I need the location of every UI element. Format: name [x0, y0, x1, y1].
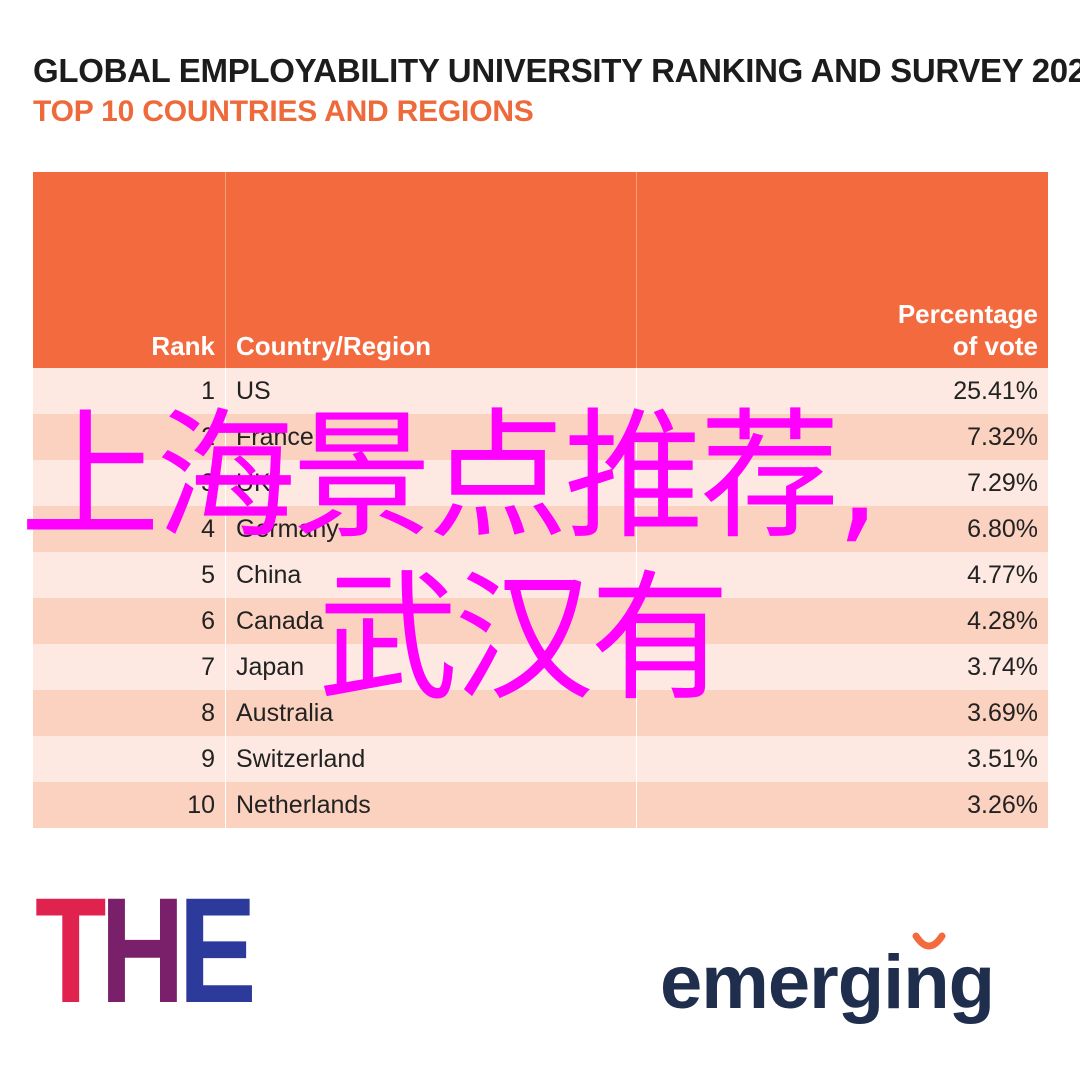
- the-logo-t: T: [35, 866, 106, 1034]
- percentage-cell: 3.74%: [967, 652, 1038, 681]
- percentage-cell: 7.32%: [967, 422, 1038, 451]
- percentage-cell: 6.80%: [967, 514, 1038, 543]
- table-row: 9 Switzerland 3.51%: [33, 736, 1048, 782]
- table-row: 7 Japan 3.74%: [33, 644, 1048, 690]
- ranking-table: Rank Country/Region Percentage of vote 1…: [33, 172, 1048, 828]
- percentage-cell: 3.69%: [967, 698, 1038, 727]
- table-row: 2 France 7.32%: [33, 414, 1048, 460]
- percentage-cell: 7.29%: [967, 468, 1038, 497]
- the-logo-e: E: [178, 866, 256, 1034]
- rank-cell: 7: [33, 644, 226, 690]
- the-logo-h: H: [100, 866, 185, 1034]
- country-cell: Canada: [226, 598, 637, 644]
- table-row: 8 Australia 3.69%: [33, 690, 1048, 736]
- rank-cell: 2: [33, 414, 226, 460]
- rank-cell: 4: [33, 506, 226, 552]
- country-cell: US: [226, 368, 637, 414]
- chart-title: GLOBAL EMPLOYABILITY UNIVERSITY RANKING …: [33, 52, 1080, 89]
- country-cell: France: [226, 414, 637, 460]
- percentage-cell: 3.26%: [967, 790, 1038, 819]
- rank-cell: 1: [33, 368, 226, 414]
- country-cell: Switzerland: [226, 736, 637, 782]
- table-header: Rank Country/Region Percentage of vote: [33, 172, 1048, 368]
- column-header-percentage-line1: Percentage: [897, 299, 1038, 329]
- table-row: 1 US 25.41%: [33, 368, 1048, 414]
- country-cell: UK: [226, 460, 637, 506]
- percentage-cell: 4.28%: [967, 606, 1038, 635]
- country-cell: Germany: [226, 506, 637, 552]
- country-cell: Netherlands: [226, 782, 637, 828]
- column-header-rank: Rank: [33, 172, 226, 368]
- the-logo: THE: [35, 875, 257, 1025]
- rank-cell: 10: [33, 782, 226, 828]
- emerging-logo-smile-icon: [912, 932, 946, 950]
- country-cell: Japan: [226, 644, 637, 690]
- column-header-percentage: Percentage of vote: [637, 172, 1048, 368]
- table-row: 10 Netherlands 3.26%: [33, 782, 1048, 828]
- country-cell: Australia: [226, 690, 637, 736]
- table-row: 4 Germany 6.80%: [33, 506, 1048, 552]
- table-row: 6 Canada 4.28%: [33, 598, 1048, 644]
- table-row: 5 China 4.77%: [33, 552, 1048, 598]
- rank-cell: 5: [33, 552, 226, 598]
- rank-cell: 8: [33, 690, 226, 736]
- rank-cell: 3: [33, 460, 226, 506]
- percentage-cell: 4.77%: [967, 560, 1038, 589]
- emerging-logo: emerging: [660, 940, 995, 1025]
- percentage-cell: 3.51%: [967, 744, 1038, 773]
- rank-cell: 6: [33, 598, 226, 644]
- percentage-cell: 25.41%: [953, 376, 1038, 405]
- table-row: 3 UK 7.29%: [33, 460, 1048, 506]
- table-body: 1 US 25.41% 2 France 7.32% 3 UK 7.29% 4 Germany 6.8…: [33, 368, 1048, 828]
- chart-subtitle: TOP 10 COUNTRIES AND REGIONS: [33, 95, 534, 128]
- country-cell: China: [226, 552, 637, 598]
- rank-cell: 9: [33, 736, 226, 782]
- column-header-percentage-line2: of vote: [952, 331, 1038, 361]
- column-header-country: Country/Region: [226, 172, 637, 368]
